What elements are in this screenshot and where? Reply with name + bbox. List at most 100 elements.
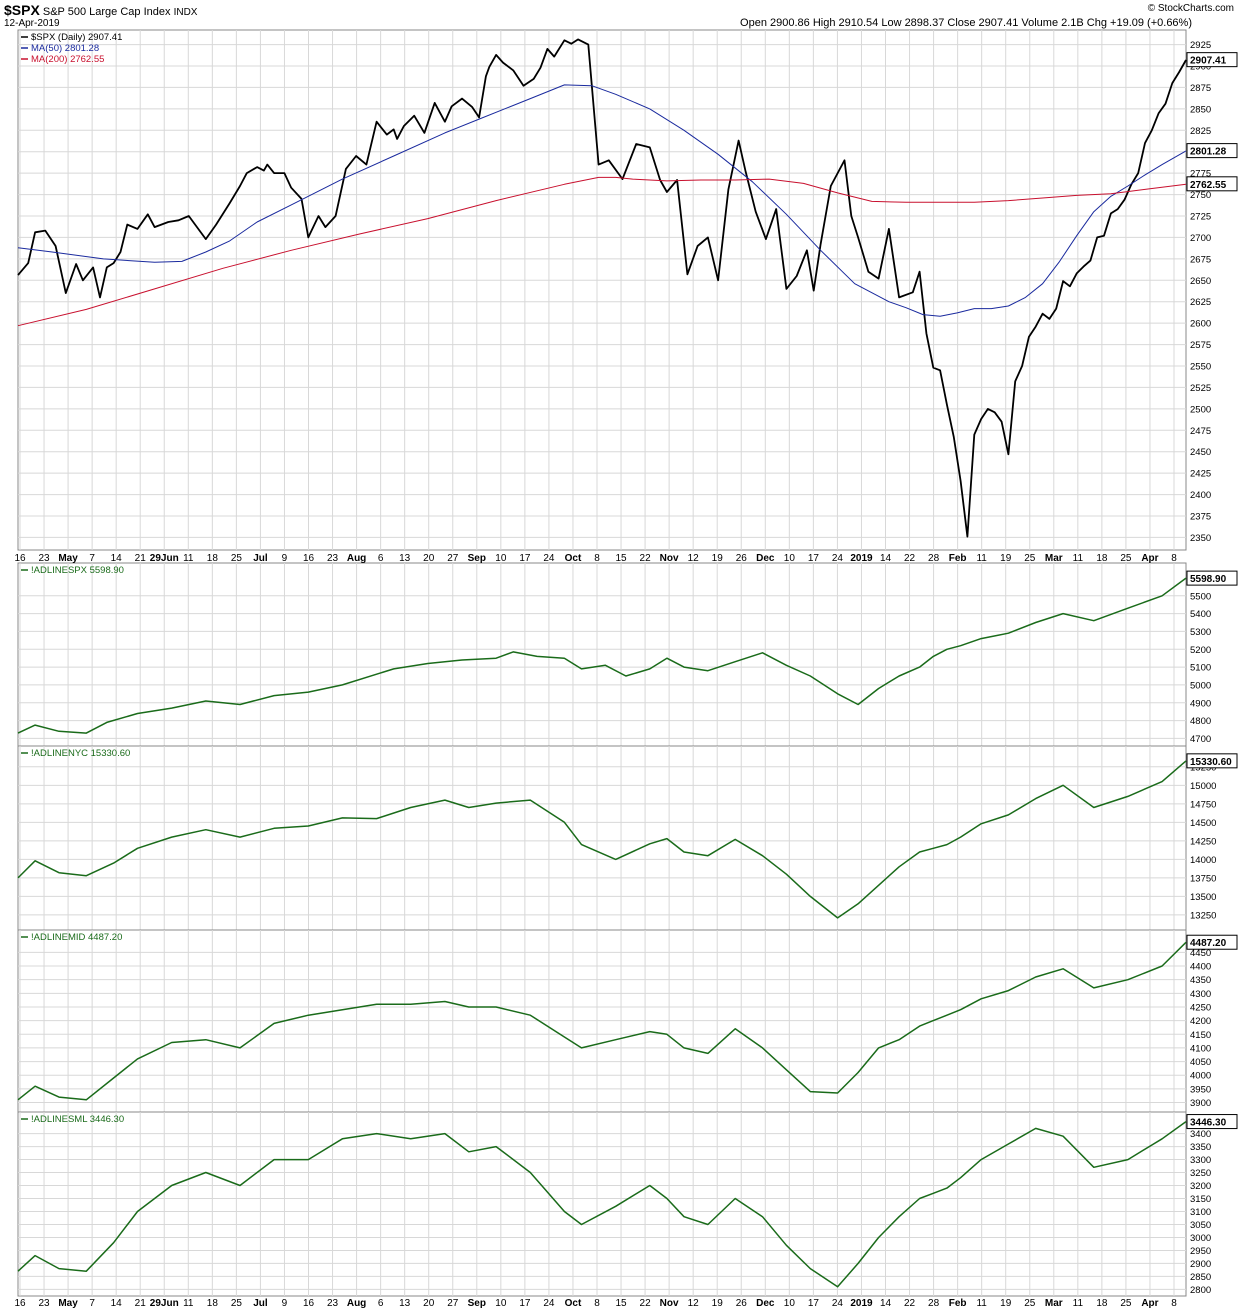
y-tick-label: 4150 <box>1190 1030 1211 1041</box>
series-line-ma-200- <box>17 176 1187 327</box>
last-value-box <box>1186 1114 1238 1130</box>
x-tick-label: 17 <box>519 1298 531 1309</box>
quote-line: Open 2900.86 High 2910.54 Low 2898.37 Cl… <box>740 17 1192 29</box>
panel-admid: 3900 3950 4000 4050 4100 4150 4200 4250 4300 4350… <box>17 929 1238 1113</box>
brand[interactable]: © StockCharts.com <box>1147 3 1234 14</box>
y-tick-label: 2425 <box>1190 469 1211 480</box>
y-tick-label: 2450 <box>1190 447 1211 458</box>
x-tick-label: 19 <box>712 1298 724 1309</box>
x-tick-label: Feb <box>949 553 967 564</box>
legend-entry: !ADLINENYC 15330.60 <box>31 748 130 759</box>
x-tick-label: 25 <box>1120 553 1132 564</box>
x-tick-label: 8 <box>1171 553 1177 564</box>
y-tick-label: 2550 <box>1190 362 1211 373</box>
legend-entry: !ADLINESML 3446.30 <box>31 1114 124 1125</box>
y-tick-label: 4400 <box>1190 962 1211 973</box>
x-tick-label: 16 <box>14 1298 26 1309</box>
x-tick-label: 15 <box>615 553 627 564</box>
x-tick-label: 11 <box>183 553 194 564</box>
x-tick-label: 26 <box>736 1298 748 1309</box>
x-tick-label: Aug <box>347 553 366 564</box>
y-tick-label: 2350 <box>1190 533 1211 544</box>
x-tick-label: 24 <box>543 553 555 564</box>
x-tick-label: Oct <box>565 553 582 564</box>
y-tick-label: 3100 <box>1190 1207 1211 1218</box>
y-tick-label: 5400 <box>1190 609 1211 620</box>
last-value-label: 2762.55 <box>1190 180 1227 191</box>
x-tick-label: 12 <box>688 1298 700 1309</box>
last-value-box <box>1186 934 1238 950</box>
x-tick-label: 19 <box>712 553 724 564</box>
x-tick-label: 24 <box>832 1298 844 1309</box>
y-tick-label: 4900 <box>1190 698 1211 709</box>
x-tick-label: 17 <box>519 553 531 564</box>
y-tick-label: 15000 <box>1190 781 1216 792</box>
legend-entry: !ADLINESPX 5598.90 <box>31 565 124 576</box>
last-value-box <box>1186 753 1238 769</box>
x-tick-label: 10 <box>784 553 796 564</box>
x-tick-label: 23 <box>38 553 50 564</box>
y-tick-label: 2500 <box>1190 404 1211 415</box>
y-tick-label: 3000 <box>1190 1233 1211 1244</box>
x-tick-label: Dec <box>756 1298 775 1309</box>
x-tick-label: 2019 <box>850 1298 873 1309</box>
x-tick-label: 7 <box>89 1298 95 1309</box>
x-tick-label: 11 <box>1073 553 1084 564</box>
x-tick-label: Apr <box>1141 553 1158 564</box>
x-tick-label: 17 <box>808 553 820 564</box>
panel-frame <box>17 1111 1187 1297</box>
x-tick-label: Sep <box>468 553 486 564</box>
x-tick-label: 9 <box>282 1298 288 1309</box>
x-tick-label: 22 <box>904 553 916 564</box>
x-tick-label: 8 <box>594 553 600 564</box>
y-tick-label: 2875 <box>1190 83 1211 94</box>
x-tick-label: 11 <box>976 1298 987 1309</box>
x-tick-label: 10 <box>495 1298 507 1309</box>
last-value-label: 3446.30 <box>1190 1118 1227 1129</box>
y-tick-label: 3300 <box>1190 1155 1211 1166</box>
x-tick-label: 29Jun <box>150 553 179 564</box>
y-tick-label: 5100 <box>1190 663 1211 674</box>
x-tick-label: 28 <box>928 553 940 564</box>
x-tick-label: 16 <box>303 553 315 564</box>
x-tick-label: 21 <box>135 1298 147 1309</box>
y-tick-label: 5300 <box>1190 627 1211 638</box>
last-value-label: 4487.20 <box>1190 938 1227 949</box>
y-tick-label: 4800 <box>1190 716 1211 727</box>
legend-entry: MA(200) 2762.55 <box>31 54 104 65</box>
x-tick-label: 11 <box>183 1298 194 1309</box>
x-tick-label: May <box>58 1298 78 1309</box>
last-value-label: 2801.28 <box>1190 147 1227 158</box>
y-tick-label: 2950 <box>1190 1246 1211 1257</box>
y-tick-label: 2525 <box>1190 383 1211 394</box>
x-tick-label: 28 <box>928 1298 940 1309</box>
x-tick-label: 20 <box>423 553 435 564</box>
y-tick-label: 2750 <box>1190 190 1211 201</box>
y-tick-label: 3900 <box>1190 1098 1211 1109</box>
y-tick-label: 2650 <box>1190 276 1211 287</box>
x-tick-label: 23 <box>38 1298 50 1309</box>
x-tick-label: 14 <box>880 1298 892 1309</box>
series-line--adlinesml <box>17 1120 1187 1288</box>
y-tick-label: 2825 <box>1190 126 1211 137</box>
last-value-box <box>1186 176 1238 192</box>
x-tick-label: 25 <box>1120 1298 1132 1309</box>
x-tick-label: Mar <box>1045 553 1063 564</box>
x-tick-label: 20 <box>423 1298 435 1309</box>
panel-frame <box>17 29 1187 551</box>
x-tick-label: 24 <box>832 553 844 564</box>
x-tick-label: 21 <box>135 553 147 564</box>
x-tick-label: 11 <box>976 553 987 564</box>
x-tick-label: 27 <box>447 1298 459 1309</box>
x-tick-label: 13 <box>399 553 411 564</box>
y-tick-label: 3350 <box>1190 1142 1211 1153</box>
y-tick-label: 4000 <box>1190 1071 1211 1082</box>
exchange: INDX <box>173 7 198 18</box>
y-tick-label: 2725 <box>1190 212 1211 223</box>
x-tick-label: 25 <box>231 1298 243 1309</box>
x-tick-label: Nov <box>660 1298 679 1309</box>
y-tick-label: 13500 <box>1190 892 1216 903</box>
panel-spx: 2350 2375 2400 2425 2450 2475 2500 2525 2550 2575… <box>17 29 1238 551</box>
series-line-ma-50- <box>17 84 1187 317</box>
